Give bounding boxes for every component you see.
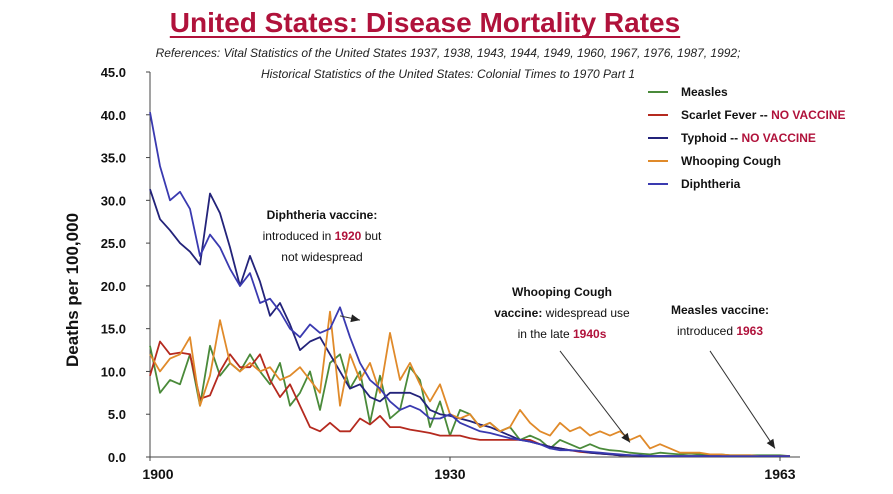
y-axis-label: Deaths per 100,000 — [63, 213, 82, 367]
chart-title-group: United States: Disease Mortality Rates — [169, 7, 681, 38]
legend-entry-whooping-cough: Whooping Cough — [681, 154, 781, 168]
legend-no-vaccine-note: NO VACCINE — [741, 131, 815, 145]
series-line-measles — [149, 344, 791, 457]
legend-entry-scarlet-fever: Scarlet Fever -- NO VACCINE — [681, 108, 846, 122]
x-tick-label: 1963 — [764, 466, 795, 482]
y-tick-label: 20.0 — [101, 279, 126, 294]
legend-entry-measles: Measles — [681, 85, 728, 99]
y-tick-label: 25.0 — [101, 236, 126, 251]
y-tick-label: 5.0 — [108, 407, 126, 422]
annotation-arrow-line — [559, 350, 631, 443]
x-tick-label: 1930 — [434, 466, 465, 482]
series-lines — [149, 112, 791, 458]
legend-entry-diphtheria: Diphtheria — [681, 177, 741, 191]
references-line-1: References: Vital Statistics of the Unit… — [156, 46, 741, 60]
y-tick-label: 35.0 — [101, 151, 126, 166]
annotation-line: Measles vaccine: — [671, 303, 769, 317]
legend: Measles Scarlet Fever -- NO VACCINE Typhoi… — [648, 85, 846, 191]
y-tick-label: 0.0 — [108, 450, 126, 465]
annotation-line: Whooping Cough — [512, 285, 612, 299]
y-tick-label: 10.0 — [101, 364, 126, 379]
annotation-line: in the late 1940s — [518, 327, 607, 341]
y-tick-label: 45.0 — [101, 65, 126, 80]
annotation-arrowhead — [766, 438, 775, 449]
annotation-line: vaccine: widespread use — [494, 306, 630, 320]
legend-no-vaccine-note: NO VACCINE — [771, 108, 845, 122]
axes: 0.0 5.0 10.0 15.0 20.0 25.0 30.0 35.0 40.0 45.0 19… — [101, 65, 800, 482]
series-line-scarlet-fever — [149, 340, 790, 458]
annotation-1: Diphtheria vaccine: introduced in 1920 bu… — [263, 208, 382, 323]
series-line-typhoid — [149, 188, 790, 458]
annotation-line: Diphtheria vaccine: — [267, 208, 378, 222]
annotation-2: Whooping Cough vaccine: widespread use in … — [494, 285, 631, 443]
chart-title: United States: Disease Mortality Rates — [170, 7, 680, 38]
y-tick-label: 30.0 — [101, 193, 126, 208]
annotation-arrowhead — [350, 314, 360, 323]
annotation-line: introduced in 1920 but — [263, 229, 382, 243]
series-line-whooping-cough — [149, 310, 790, 458]
references-line-2: Historical Statistics of the United Stat… — [261, 67, 635, 81]
series-line-diphtheria — [149, 112, 790, 458]
annotations: Diphtheria vaccine: introduced in 1920 bu… — [263, 208, 776, 449]
annotation-arrowhead — [621, 432, 630, 443]
annotation-3: Measles vaccine: introduced 1963 — [671, 303, 776, 449]
legend-entry-typhoid: Typhoid -- NO VACCINE — [681, 131, 816, 145]
annotation-arrow-line — [709, 350, 776, 449]
annotation-line: introduced 1963 — [677, 324, 763, 338]
annotation-line: not widespread — [281, 250, 362, 264]
y-tick-label: 15.0 — [101, 322, 126, 337]
x-tick-label: 1900 — [142, 466, 173, 482]
y-tick-label: 40.0 — [101, 108, 126, 123]
